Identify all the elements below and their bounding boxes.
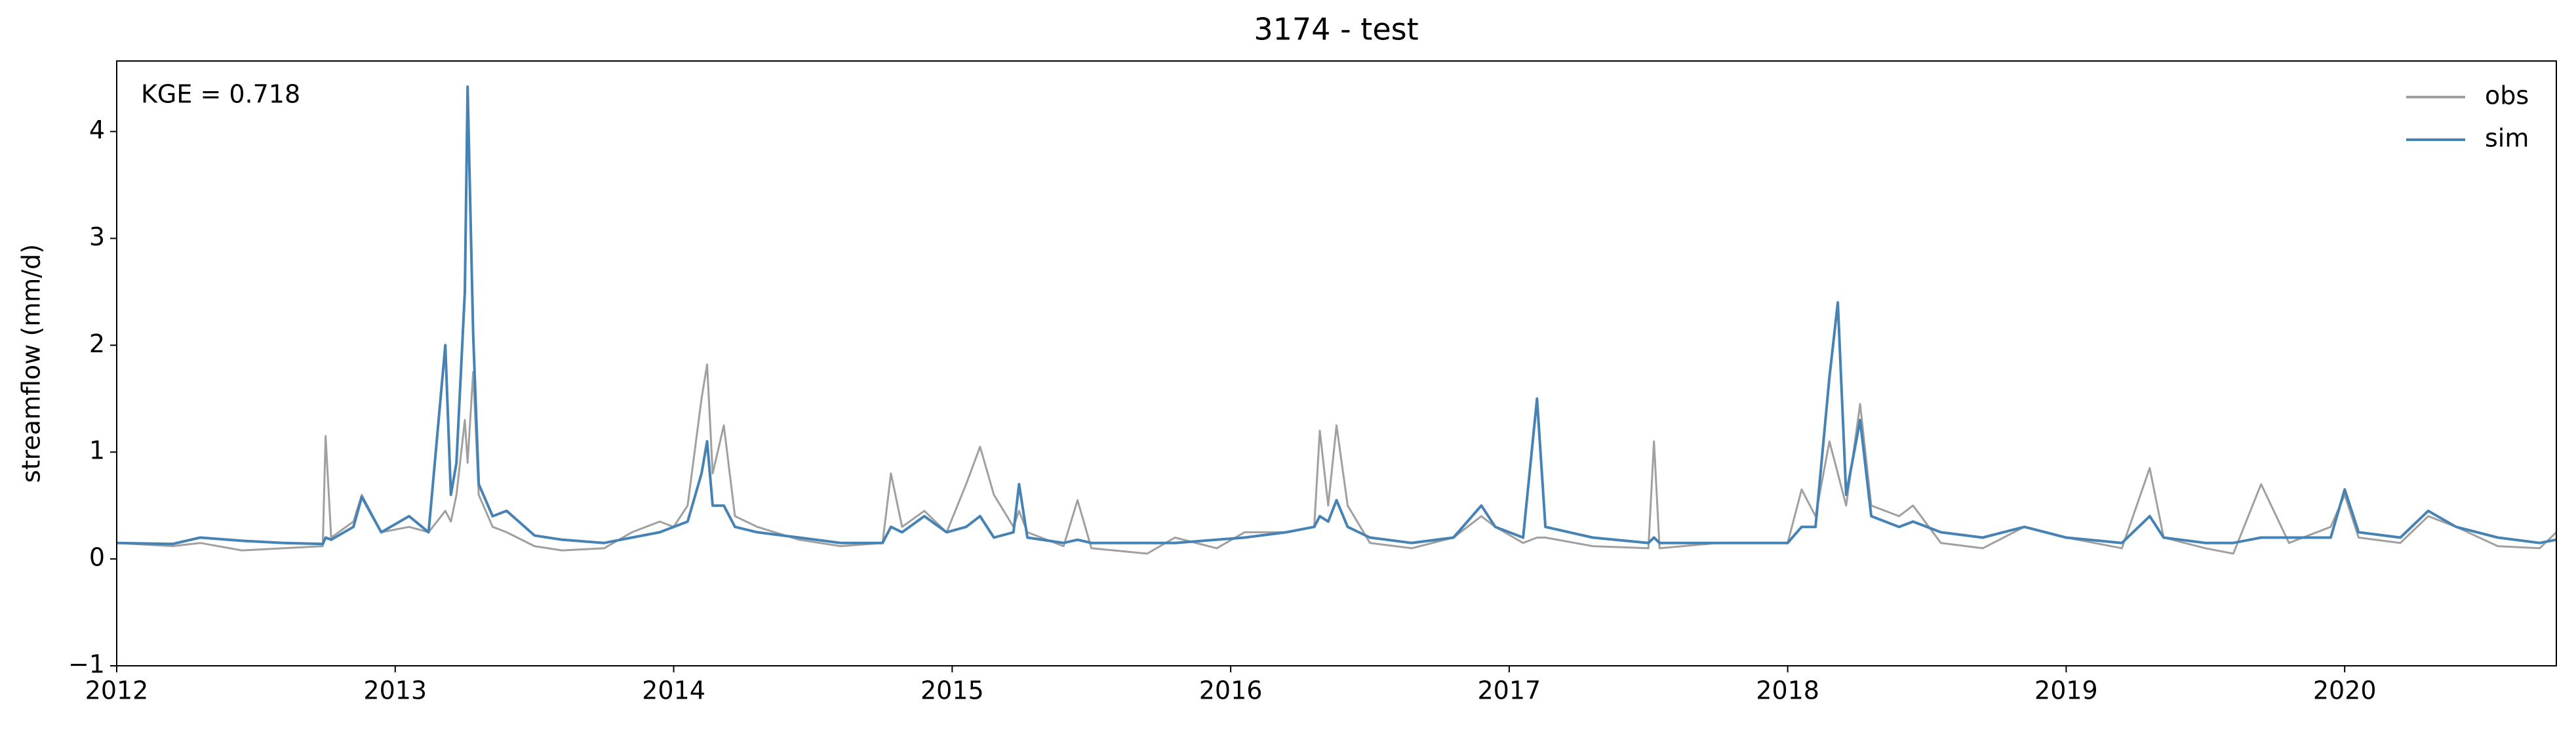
series-line xyxy=(116,363,2558,555)
y-tick-label: −1 xyxy=(68,650,105,679)
x-tick-label: 2016 xyxy=(1199,676,1263,705)
series-line xyxy=(116,85,2557,546)
x-tick-label: 2015 xyxy=(921,676,984,705)
x-tick-label: 2017 xyxy=(1477,676,1541,705)
y-tick-label: 4 xyxy=(89,115,105,144)
x-tick-label: 2018 xyxy=(1756,676,1819,705)
annotation: KGE = 0.718 xyxy=(141,80,300,109)
x-tick-label: 2020 xyxy=(2313,676,2377,705)
x-tick-label: 2013 xyxy=(363,676,427,705)
y-tick-label: 3 xyxy=(89,222,105,251)
plot-frame xyxy=(116,60,2557,666)
y-tick-label: 2 xyxy=(89,329,105,358)
y-axis-label: streamflow (mm/d) xyxy=(17,244,46,483)
y-tick-label: 1 xyxy=(89,436,105,465)
chart-title: 3174 - test xyxy=(1254,12,1418,47)
x-tick-label: 2012 xyxy=(85,676,149,705)
legend-label: sim xyxy=(2485,124,2529,153)
legend-label: obs xyxy=(2485,81,2529,110)
x-tick-label: 2014 xyxy=(642,676,705,705)
y-tick-label: 0 xyxy=(89,543,105,572)
x-tick-label: 2019 xyxy=(2034,676,2098,705)
